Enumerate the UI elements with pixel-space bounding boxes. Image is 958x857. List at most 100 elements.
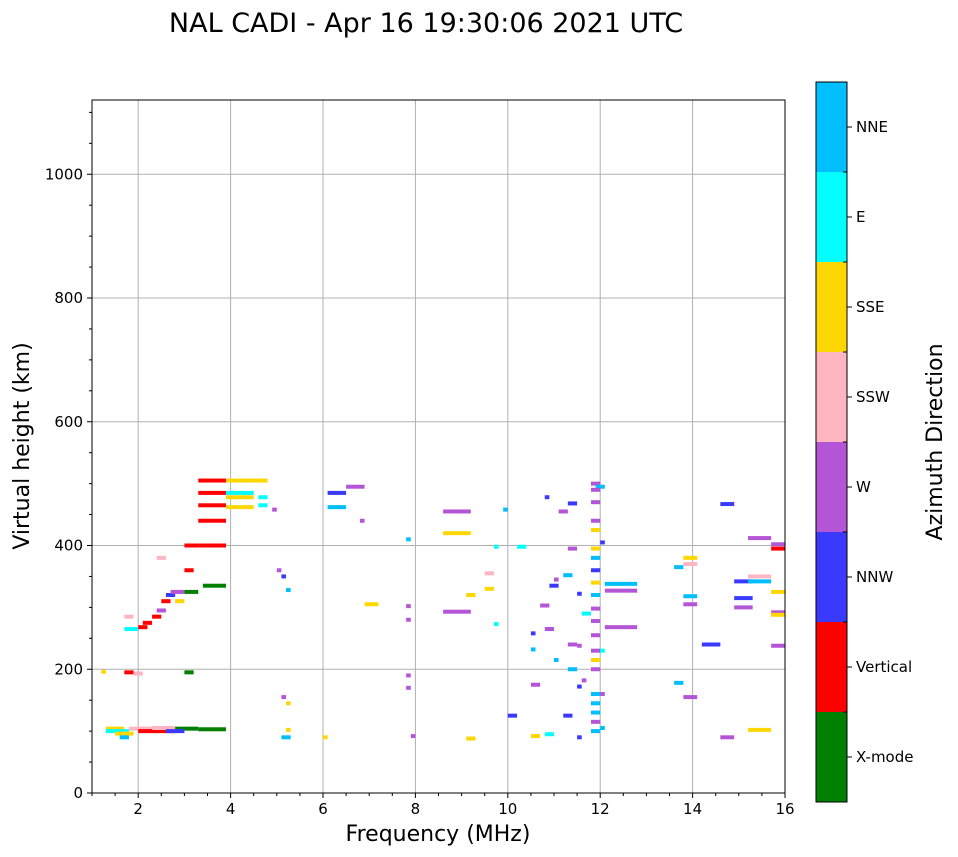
echo-point — [577, 735, 582, 740]
echo-point — [198, 543, 226, 548]
echo-point — [590, 710, 601, 715]
echo-point — [225, 495, 254, 500]
echo-point — [604, 625, 638, 630]
echo-point — [133, 671, 143, 676]
y-axis: 0 200 400 600 800 1000 — [45, 111, 92, 802]
echo-point — [577, 643, 582, 648]
x-tick-label: 4 — [226, 800, 236, 818]
echo-point — [105, 729, 129, 734]
echo-point — [406, 537, 411, 542]
echo-point — [590, 568, 601, 573]
echo-point — [590, 667, 601, 672]
echo-point — [503, 507, 508, 512]
colorbar-segment — [816, 172, 847, 262]
echo-point — [138, 729, 176, 734]
echo-point — [683, 555, 698, 560]
echo-point — [142, 620, 153, 625]
echo-point — [540, 603, 550, 608]
plot-frame — [91, 99, 786, 794]
echo-point — [281, 574, 287, 579]
colorbar-title: Azimuth Direction — [923, 343, 948, 540]
echo-point — [124, 614, 134, 619]
echo-point — [549, 583, 559, 588]
echo-point — [484, 571, 494, 576]
echo-point — [364, 602, 379, 607]
echo-point — [198, 518, 226, 523]
echo-point — [184, 670, 194, 675]
echo-point — [530, 682, 541, 687]
echo-point — [600, 692, 605, 696]
echo-point — [590, 500, 601, 505]
x-axis-title: Frequency (MHz) — [346, 822, 531, 847]
echo-point — [748, 536, 772, 541]
echo-point — [563, 713, 573, 718]
echo-point — [544, 627, 554, 632]
y-tick-label: 200 — [54, 660, 83, 678]
echo-point — [101, 669, 106, 674]
echo-point — [184, 568, 194, 573]
echo-point — [225, 478, 254, 483]
echo-point — [530, 734, 541, 739]
echo-point — [286, 727, 291, 732]
echo-point — [771, 546, 785, 551]
echo-point — [590, 580, 601, 585]
echo-point — [683, 562, 698, 567]
echo-point — [577, 591, 582, 596]
echo-point — [581, 611, 591, 616]
echo-point — [443, 531, 471, 536]
echo-point — [156, 555, 166, 560]
echo-point — [567, 667, 578, 672]
colorbar-label: SSW — [856, 388, 890, 406]
echo-point — [152, 614, 162, 619]
echo-point — [156, 608, 166, 613]
echo-point — [253, 478, 268, 483]
echo-point — [410, 734, 416, 739]
echo-point — [674, 565, 684, 570]
echo-point — [175, 726, 199, 731]
echo-point — [567, 501, 578, 506]
echo-point — [466, 593, 476, 597]
echo-point — [683, 594, 698, 599]
y-tick-label: 600 — [54, 413, 83, 431]
colorbar-segment — [816, 622, 847, 712]
echo-point — [590, 487, 601, 492]
echo-point — [105, 726, 125, 731]
echo-point — [170, 589, 185, 594]
echo-point — [590, 729, 601, 734]
echo-point — [346, 484, 365, 489]
echo-point — [683, 695, 698, 700]
echo-point — [701, 642, 721, 647]
echo-point — [406, 685, 411, 690]
echo-point — [507, 713, 518, 718]
echo-point — [184, 543, 199, 548]
echo-point — [493, 544, 499, 549]
echo-point — [276, 568, 282, 573]
echo-point — [590, 719, 601, 724]
echo-point — [674, 680, 684, 685]
echo-point — [258, 503, 268, 508]
echo-point — [590, 657, 601, 662]
echo-point — [567, 642, 578, 647]
echo-point — [590, 618, 601, 623]
echo-point — [563, 573, 573, 578]
echo-point — [484, 586, 494, 591]
x-tick-label: 8 — [411, 800, 421, 818]
echo-point — [558, 509, 568, 514]
colorbar-segment — [816, 82, 847, 172]
echo-point — [748, 727, 772, 732]
echo-point — [734, 596, 753, 601]
x-tick-label: 16 — [775, 800, 794, 818]
colorbar-label: Vertical — [856, 658, 912, 676]
echo-point — [184, 589, 199, 594]
echo-point — [590, 518, 601, 523]
echo-point — [544, 732, 554, 737]
colorbar-label: X-mode — [856, 748, 913, 766]
echo-point — [198, 490, 226, 495]
colorbar-segment — [816, 532, 847, 622]
colorbar-frame — [815, 81, 848, 803]
echo-point — [115, 731, 134, 736]
echo-point — [577, 684, 582, 689]
chart-title: NAL CADI - Apr 16 19:30:06 2021 UTC — [169, 8, 683, 39]
echo-point — [600, 726, 605, 731]
echo-point — [281, 695, 287, 700]
